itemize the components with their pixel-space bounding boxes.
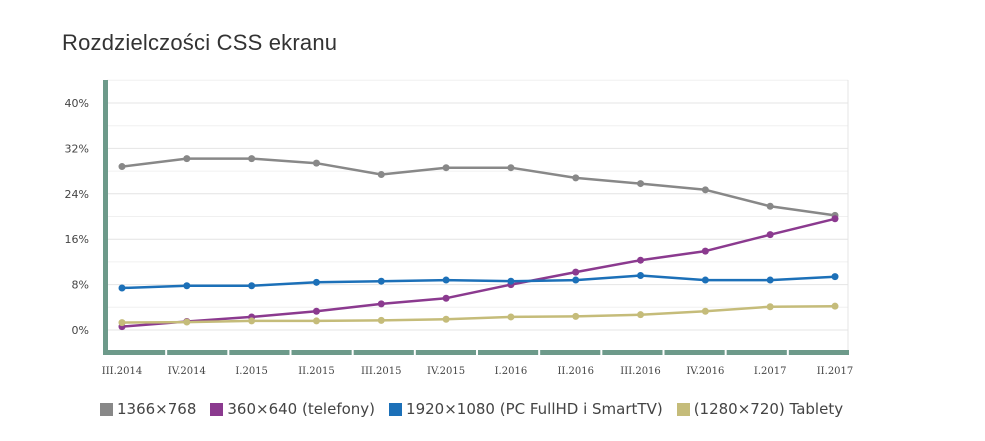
- legend-item[interactable]: 1920×1080 (PC FullHD i SmartTV): [389, 400, 663, 418]
- series-3-point[interactable]: [248, 282, 256, 290]
- series-3-point[interactable]: [442, 276, 450, 284]
- series-4-point[interactable]: [183, 318, 191, 326]
- y-tick-label: 40%: [65, 97, 89, 110]
- legend-label: 1920×1080 (PC FullHD i SmartTV): [406, 400, 663, 418]
- legend-item[interactable]: 1366×768: [100, 400, 196, 418]
- legend-swatch: [210, 402, 224, 416]
- legend-label: 360×640 (telefony): [227, 400, 376, 418]
- series-4-point[interactable]: [248, 317, 256, 325]
- series-1-point[interactable]: [701, 186, 709, 194]
- series-3-point[interactable]: [312, 278, 320, 286]
- series-3-point[interactable]: [831, 273, 839, 281]
- series-3-point[interactable]: [701, 276, 709, 284]
- series-1-point[interactable]: [312, 159, 320, 167]
- y-tick-label: 24%: [65, 188, 89, 201]
- legend-item[interactable]: (1280×720) Tablety: [676, 400, 844, 418]
- series-2-point[interactable]: [637, 256, 645, 264]
- x-tick-label: IV.2015: [427, 366, 465, 377]
- x-tick-label: IV.2016: [686, 366, 724, 377]
- y-tick-label: 16%: [65, 233, 89, 246]
- series-4-point[interactable]: [572, 312, 580, 320]
- series-4-point[interactable]: [766, 303, 774, 311]
- series-4-point[interactable]: [377, 316, 385, 324]
- series-3-point[interactable]: [766, 276, 774, 284]
- series-1-point[interactable]: [248, 155, 256, 163]
- x-axis-tick: [476, 350, 478, 355]
- series-3-point[interactable]: [637, 272, 645, 280]
- series-1-point[interactable]: [507, 164, 515, 172]
- legend-label: 1366×768: [117, 400, 197, 418]
- chart-legend: 1366×768 360×640 (telefony) 1920×1080 (PC …: [100, 400, 843, 418]
- x-axis-tick: [227, 350, 230, 355]
- series-1-line[interactable]: [121, 157, 836, 217]
- x-tick-label: II.2017: [817, 366, 854, 377]
- x-tick-label: I.2016: [495, 366, 528, 377]
- x-axis-tick: [413, 350, 416, 355]
- x-axis-tick: [538, 350, 541, 355]
- x-tick-label: I.2015: [235, 366, 268, 377]
- x-axis-tick: [786, 350, 789, 355]
- x-tick-label: III.2014: [102, 366, 142, 377]
- series-1-point[interactable]: [442, 164, 450, 172]
- series-4-line[interactable]: [121, 304, 836, 324]
- x-tick-label: II.2016: [557, 366, 594, 377]
- series-3-point[interactable]: [118, 284, 126, 292]
- legend-label: (1280×720) Tablety: [693, 400, 844, 418]
- x-tick-label: III.2015: [361, 366, 401, 377]
- legend-swatch: [100, 402, 113, 416]
- series-4-point[interactable]: [118, 319, 126, 327]
- series-1-point[interactable]: [118, 163, 126, 171]
- x-axis-tick: [351, 350, 354, 355]
- series-3-line[interactable]: [121, 274, 836, 290]
- series-1-point[interactable]: [766, 202, 774, 210]
- series-4-point[interactable]: [312, 317, 320, 325]
- series-2-point[interactable]: [766, 231, 774, 239]
- series-4-point[interactable]: [701, 307, 709, 315]
- chart-title: Rozdzielczości CSS ekranu: [62, 30, 338, 55]
- y-tick-label: 0%: [72, 324, 89, 337]
- x-tick-label: IV.2014: [168, 366, 206, 377]
- series-4-point[interactable]: [831, 302, 839, 310]
- series-2-point[interactable]: [572, 268, 580, 276]
- legend-swatch: [676, 402, 690, 416]
- series-4-point[interactable]: [507, 313, 515, 321]
- series-1-point[interactable]: [637, 180, 645, 188]
- series-4-point[interactable]: [442, 315, 450, 323]
- series-2-point[interactable]: [377, 300, 385, 308]
- series-3-point[interactable]: [377, 277, 385, 285]
- series-1-point[interactable]: [183, 155, 191, 163]
- x-axis-tick: [724, 350, 727, 355]
- y-axis: [103, 80, 108, 354]
- series-2-point[interactable]: [701, 247, 709, 255]
- x-axis-tick: [600, 350, 603, 355]
- y-tick-label: 32%: [65, 142, 89, 155]
- x-axis-tick: [662, 350, 665, 355]
- series-2-point[interactable]: [312, 307, 320, 315]
- series-2-point[interactable]: [831, 215, 839, 223]
- series-1-point[interactable]: [377, 171, 385, 179]
- x-axis-tick: [289, 350, 292, 355]
- series-4-point[interactable]: [637, 311, 645, 319]
- gridlines: [107, 79, 849, 352]
- legend-item[interactable]: 360×640 (telefony): [210, 400, 375, 418]
- x-axis-tick: [165, 350, 168, 355]
- series-2-line[interactable]: [121, 217, 836, 328]
- x-tick-label: I.2017: [754, 366, 787, 377]
- series-2-point[interactable]: [442, 294, 450, 302]
- series-3-point[interactable]: [507, 277, 515, 285]
- legend-swatch: [389, 402, 403, 416]
- series-1-point[interactable]: [572, 174, 580, 182]
- series-3-point[interactable]: [572, 276, 580, 284]
- x-tick-label: II.2015: [298, 366, 335, 377]
- x-tick-label: III.2016: [620, 366, 660, 377]
- y-tick-label: 8%: [72, 279, 89, 292]
- series-3-point[interactable]: [183, 282, 191, 290]
